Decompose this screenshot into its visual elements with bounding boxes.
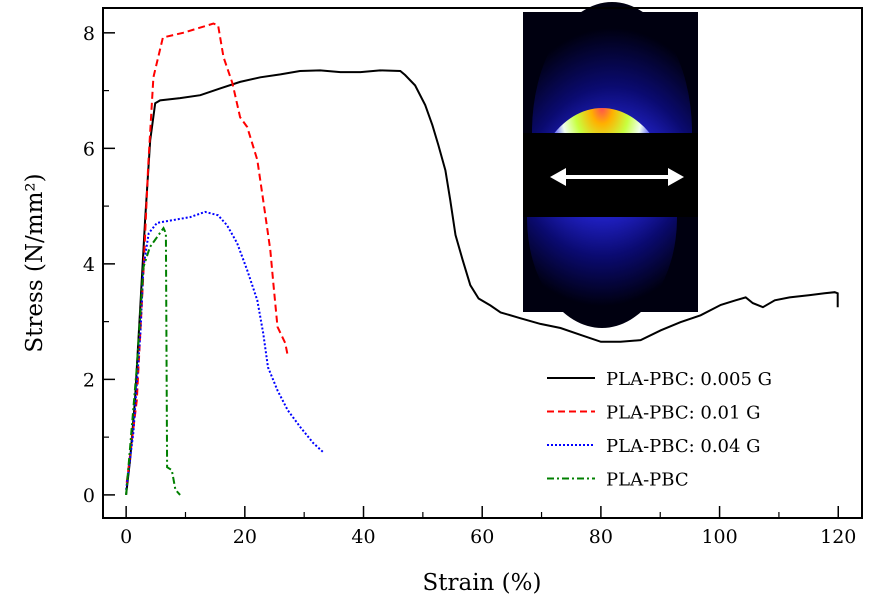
y-axis-label: Stress (N/mm²) xyxy=(22,173,48,352)
series-line-3 xyxy=(125,226,181,496)
legend-label-0: PLA-PBC: 0.005 G xyxy=(606,369,772,390)
x-tick-label: 0 xyxy=(120,526,132,548)
legend: PLA-PBC: 0.005 G PLA-PBC: 0.01 G PLA-PBC: … xyxy=(547,369,772,491)
y-tick-label: 6 xyxy=(83,138,95,160)
x-tick-label: 80 xyxy=(589,526,613,548)
legend-label-1: PLA-PBC: 0.01 G xyxy=(606,403,761,424)
y-tick-label: 0 xyxy=(83,485,95,507)
x-tick-label: 60 xyxy=(470,526,494,548)
x-tick-label: 120 xyxy=(820,526,856,548)
inset-scattering-image xyxy=(523,2,698,328)
y-tick-label: 8 xyxy=(83,23,95,45)
y-tick-label: 4 xyxy=(83,254,95,276)
x-tick-label: 100 xyxy=(701,526,737,548)
legend-label-2: PLA-PBC: 0.04 G xyxy=(606,436,761,457)
y-tick-label: 2 xyxy=(83,369,95,391)
series-line-0 xyxy=(125,69,839,496)
x-axis-label: Strain (%) xyxy=(423,570,542,596)
legend-label-3: PLA-PBC xyxy=(606,470,689,491)
x-tick-label: 20 xyxy=(233,526,257,548)
series-line-1 xyxy=(125,22,289,483)
series-line-2 xyxy=(125,210,324,490)
x-tick-label: 40 xyxy=(351,526,375,548)
